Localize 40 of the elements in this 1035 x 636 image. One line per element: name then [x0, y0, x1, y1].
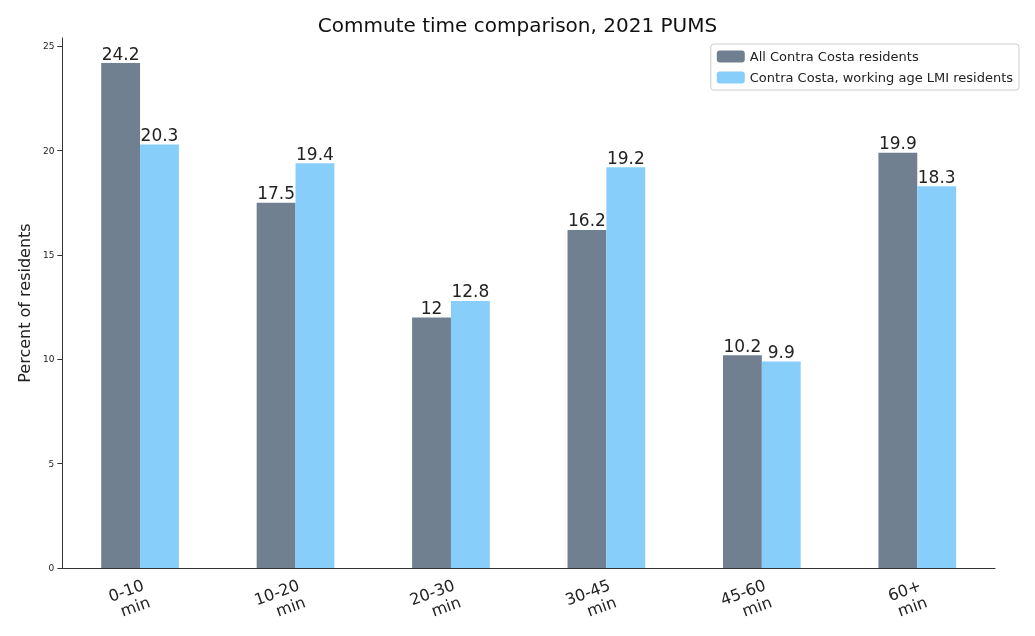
data-label: 18.3 [917, 166, 956, 187]
bar [140, 144, 179, 568]
bar [256, 202, 296, 568]
y-tick-label: 5 [48, 458, 55, 469]
bar [101, 63, 141, 568]
bar [450, 300, 490, 568]
data-label: 19.2 [606, 147, 645, 168]
y-tick-label: 25 [42, 41, 55, 52]
data-label: 12.8 [451, 281, 490, 302]
legend-label: Contra Costa, working age LMI residents [749, 70, 1014, 85]
y-axis-title: Percent of residents [14, 223, 34, 383]
bar [722, 355, 762, 568]
y-tick-label: 20 [42, 145, 55, 156]
chart-title: Commute time comparison, 2021 PUMS [317, 13, 718, 37]
data-label: 9.9 [767, 341, 795, 362]
y-tick-label: 0 [48, 563, 55, 573]
bar [761, 361, 801, 568]
x-tick-label: 30-45 min [562, 575, 619, 621]
data-label: 19.9 [878, 133, 917, 154]
data-label: 12 [420, 298, 443, 319]
x-tick-label: 45-60 min [717, 575, 775, 621]
x-tick-label: 10-20 min [251, 575, 308, 621]
legend-label: All Contra Costa residents [749, 49, 919, 64]
y-tick-label: 10 [42, 354, 55, 365]
data-label: 24.2 [101, 43, 140, 64]
bar [412, 317, 451, 568]
x-tick-label: 60+ min [885, 575, 930, 621]
data-label: 19.4 [296, 143, 334, 164]
bar [567, 229, 607, 568]
data-label: 16.2 [568, 210, 606, 231]
bar [917, 186, 957, 568]
bar [606, 167, 646, 568]
bar [295, 163, 335, 568]
x-tick-label: 0-10 min [105, 575, 153, 621]
data-label: 10.2 [723, 335, 762, 356]
bar [878, 152, 918, 568]
data-label: 20.3 [140, 124, 179, 145]
y-tick-label: 15 [42, 250, 55, 261]
x-tick-label: 20-30 min [407, 575, 464, 621]
data-label: 17.5 [257, 183, 296, 204]
